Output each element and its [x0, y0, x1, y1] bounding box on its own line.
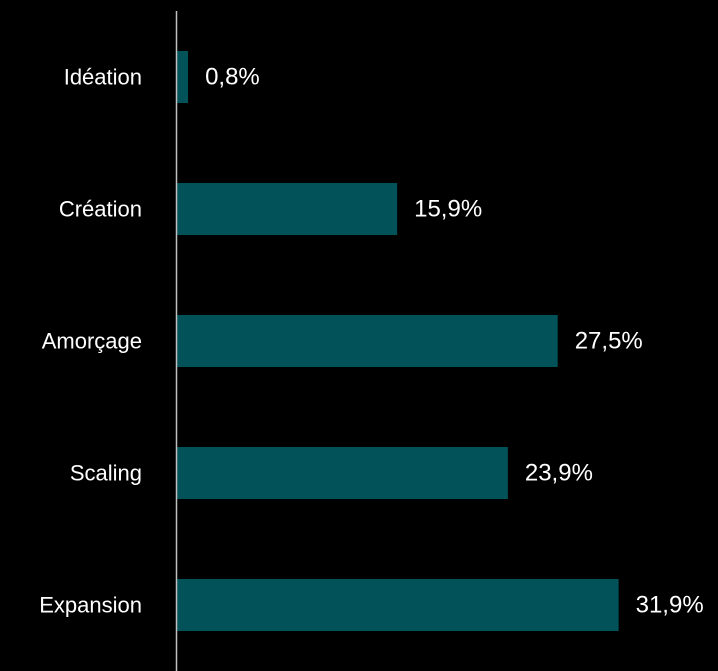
value-labels-group: 0,8% 15,9% 27,5% 23,9% 31,9%	[205, 64, 704, 619]
value-label-expansion: 31,9%	[636, 592, 704, 619]
bar-expansion	[177, 579, 619, 631]
value-label-ideation: 0,8%	[205, 64, 260, 91]
category-label-ideation: Idéation	[64, 65, 142, 90]
bar-scaling	[177, 447, 508, 499]
category-label-amorcage: Amorçage	[42, 329, 142, 354]
bar-amorcage	[177, 315, 558, 367]
value-label-amorcage: 27,5%	[575, 328, 643, 355]
category-label-scaling: Scaling	[70, 461, 142, 486]
bar-ideation	[177, 51, 189, 103]
value-label-creation: 15,9%	[414, 196, 482, 223]
value-label-scaling: 23,9%	[525, 460, 593, 487]
bar-creation	[177, 183, 398, 235]
bars-group	[177, 51, 619, 631]
category-label-expansion: Expansion	[39, 593, 142, 618]
category-label-creation: Création	[59, 197, 142, 222]
category-labels-group: Idéation Création Amorçage Scaling Expansion	[39, 65, 142, 618]
